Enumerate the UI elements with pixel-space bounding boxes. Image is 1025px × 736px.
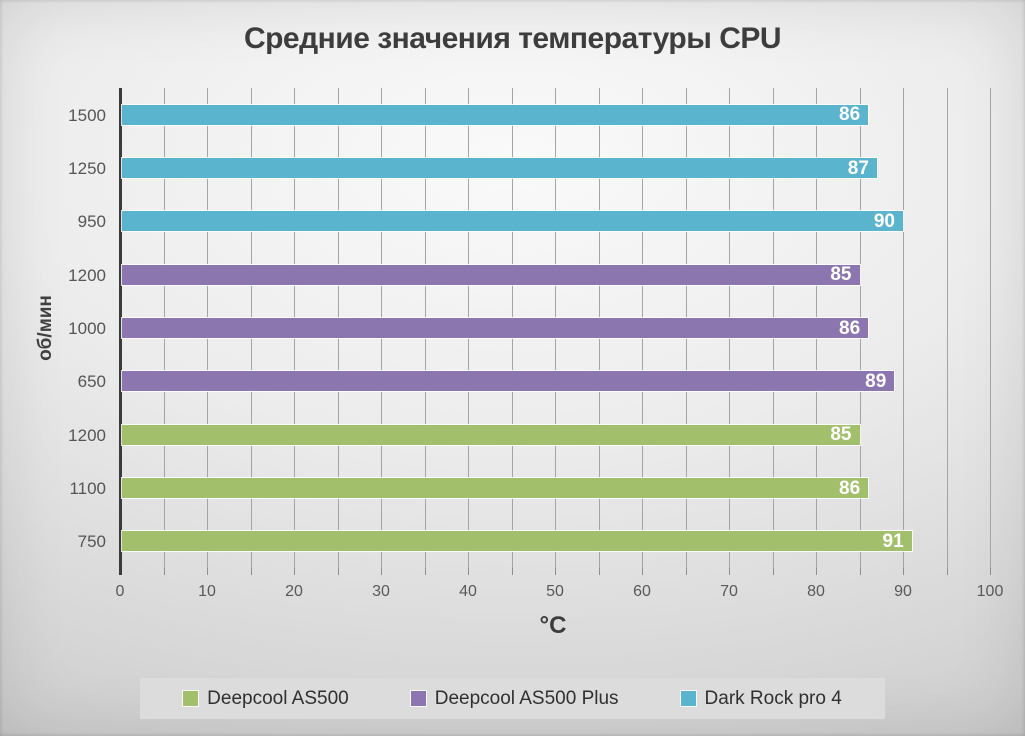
x-axis-title: °C [539,612,567,639]
x-axis-tick [859,568,861,575]
bar-value-label: 86 [839,104,861,126]
category-tick-label: 1500 [68,105,106,125]
x-tick-label: 80 [807,583,825,600]
x-tick-label: 20 [285,583,303,600]
category-tick-label: 1100 [69,479,106,498]
legend-swatch-icon [679,690,697,707]
bar-value-label: 91 [882,530,904,552]
category-tick-label: 1000 [68,319,106,338]
x-axis-tick [294,568,295,575]
legend-item: Deepcool AS500 Plus [409,688,619,709]
category-tick-label: 1200 [68,425,106,445]
legend-item: Deepcool AS500 [182,688,349,709]
x-tick-label: 30 [372,583,390,600]
bar-value-label: 85 [830,424,852,446]
x-axis-tick [903,568,904,575]
bar-value-label: 90 [873,210,895,232]
bar-value-label: 85 [830,264,852,286]
legend-label: Deepcool AS500 [207,688,349,709]
bar: 85 [120,263,861,286]
bar: 87 [120,157,878,179]
x-axis-tick [207,568,208,575]
bar: 86 [120,103,870,126]
x-axis-tick [511,568,513,575]
y-axis-title: об/мин [35,295,56,361]
category-axis-line [118,88,122,575]
bar-value-label: 86 [839,317,861,339]
x-axis-tick [468,568,469,575]
gridline [903,88,904,568]
gridline [946,88,948,568]
legend-label: Dark Rock pro 4 [704,688,842,709]
x-axis-tick [729,568,730,575]
x-axis-tick [642,568,643,575]
bar: 85 [120,423,861,446]
x-tick-label: 0 [115,583,125,600]
legend-swatch-icon [409,690,427,707]
category-tick-label: 650 [77,372,106,392]
category-tick-label: 1250 [68,159,106,178]
gridline [990,88,991,568]
x-axis-tick [250,568,252,575]
x-tick-label: 90 [894,583,912,600]
chart-title: Средние значения температуры CPU [243,22,782,55]
x-axis-tick [990,568,991,575]
x-axis-tick [772,568,774,575]
bar-value-label: 87 [847,157,869,179]
x-tick-label: 10 [198,583,216,600]
bar: 91 [120,530,913,553]
x-axis-tick [163,568,165,575]
x-axis-tick [337,568,339,575]
legend: Deepcool AS500 Deepcool AS500 Plus Dark Ro… [140,678,885,719]
bar-value-label: 86 [839,477,861,499]
category-tick-label: 750 [77,532,106,552]
x-tick-label: 100 [976,583,1004,600]
legend-item: Dark Rock pro 4 [679,688,842,709]
bar: 86 [120,317,870,339]
x-axis-tick [424,568,426,575]
category-tick-label: 950 [77,212,106,232]
legend-swatch-icon [182,690,200,707]
x-axis-tick [598,568,600,575]
x-tick-label: 40 [459,583,477,600]
legend-label: Deepcool AS500 Plus [434,688,619,709]
x-axis-tick [816,568,817,575]
category-tick-label: 1200 [68,265,106,285]
x-tick-label: 60 [633,583,651,600]
bar: 90 [120,210,904,233]
x-axis-tick [381,568,382,575]
bar-value-label: 89 [865,370,887,392]
x-axis-tick [555,568,556,575]
x-axis-tick [946,568,948,575]
x-axis-tick [685,568,687,575]
x-tick-label: 70 [720,583,738,600]
bar: 89 [120,370,896,393]
x-tick-label: 50 [546,583,564,600]
bar: 86 [120,477,870,499]
